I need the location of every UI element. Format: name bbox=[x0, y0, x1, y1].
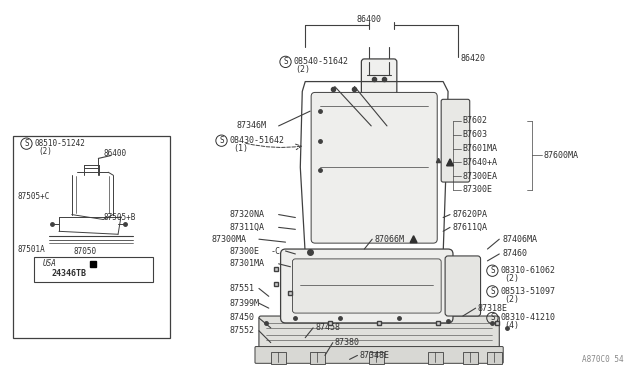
Text: 87348E: 87348E bbox=[360, 351, 389, 360]
Text: 08540-51642: 08540-51642 bbox=[293, 57, 348, 66]
Text: 87301MA: 87301MA bbox=[229, 259, 264, 268]
Text: (2): (2) bbox=[504, 274, 519, 283]
FancyBboxPatch shape bbox=[259, 316, 499, 350]
Text: 08430-51642: 08430-51642 bbox=[229, 136, 284, 145]
Text: 86400: 86400 bbox=[356, 15, 381, 24]
FancyBboxPatch shape bbox=[362, 59, 397, 94]
Text: 87380: 87380 bbox=[335, 338, 360, 347]
Text: 87406MA: 87406MA bbox=[502, 235, 537, 244]
Bar bbox=[13, 136, 170, 338]
Text: 87600MA: 87600MA bbox=[543, 151, 579, 160]
Text: 87300MA: 87300MA bbox=[212, 235, 246, 244]
Text: (4): (4) bbox=[504, 321, 519, 330]
Text: (2): (2) bbox=[504, 295, 519, 304]
Text: USA: USA bbox=[42, 259, 56, 268]
Text: B7602: B7602 bbox=[463, 116, 488, 125]
Text: S: S bbox=[219, 136, 224, 145]
FancyBboxPatch shape bbox=[292, 259, 441, 313]
Bar bbox=[271, 353, 285, 364]
Text: -C: -C bbox=[271, 247, 281, 256]
Text: 87620PA: 87620PA bbox=[453, 210, 488, 219]
Text: S: S bbox=[490, 266, 495, 275]
Bar bbox=[310, 353, 325, 364]
Text: 87458: 87458 bbox=[315, 323, 340, 332]
Text: 86400: 86400 bbox=[103, 149, 127, 158]
Text: S: S bbox=[490, 314, 495, 323]
FancyBboxPatch shape bbox=[441, 99, 470, 182]
Text: B7603: B7603 bbox=[463, 130, 488, 139]
Text: 87611QA: 87611QA bbox=[453, 223, 488, 232]
Text: 87450: 87450 bbox=[229, 314, 254, 323]
Polygon shape bbox=[410, 236, 417, 243]
Text: (2): (2) bbox=[38, 147, 52, 156]
FancyBboxPatch shape bbox=[280, 249, 453, 323]
FancyBboxPatch shape bbox=[255, 347, 503, 363]
Text: 87399M: 87399M bbox=[229, 299, 259, 308]
Text: 87320NA: 87320NA bbox=[229, 210, 264, 219]
Text: 87318E: 87318E bbox=[477, 304, 508, 312]
Bar bbox=[428, 353, 443, 364]
Text: S: S bbox=[490, 287, 495, 296]
Text: 87501A: 87501A bbox=[17, 244, 45, 254]
Polygon shape bbox=[447, 159, 454, 166]
Text: 87460: 87460 bbox=[502, 250, 527, 259]
Bar bbox=[369, 353, 384, 364]
Bar bbox=[35, 257, 152, 282]
Text: B7601MA: B7601MA bbox=[463, 144, 498, 153]
Text: 08510-51242: 08510-51242 bbox=[35, 139, 85, 148]
Text: 87505+B: 87505+B bbox=[103, 213, 136, 222]
Text: 87346M: 87346M bbox=[236, 121, 266, 131]
Text: A870C0 54: A870C0 54 bbox=[582, 355, 623, 364]
FancyBboxPatch shape bbox=[311, 92, 437, 243]
Text: 87300E: 87300E bbox=[229, 247, 259, 256]
Text: (1): (1) bbox=[234, 144, 248, 153]
Text: (2): (2) bbox=[296, 65, 310, 74]
Text: 87552: 87552 bbox=[229, 326, 254, 335]
Text: S: S bbox=[284, 57, 288, 66]
Text: 87300E: 87300E bbox=[463, 185, 493, 195]
Text: 87505+C: 87505+C bbox=[17, 192, 50, 201]
Text: 87050: 87050 bbox=[74, 247, 97, 256]
Text: 08513-51097: 08513-51097 bbox=[500, 287, 556, 296]
Text: 87311QA: 87311QA bbox=[229, 223, 264, 232]
Bar bbox=[463, 353, 477, 364]
Text: 87551: 87551 bbox=[229, 284, 254, 293]
Text: 08310-41210: 08310-41210 bbox=[500, 314, 556, 323]
Text: S: S bbox=[24, 139, 29, 148]
Text: B7640+A: B7640+A bbox=[463, 158, 498, 167]
Bar bbox=[488, 353, 502, 364]
Text: 86420: 86420 bbox=[461, 54, 486, 64]
Text: 24346TB: 24346TB bbox=[51, 269, 86, 278]
Text: 87300EA: 87300EA bbox=[463, 171, 498, 181]
Text: 87066M: 87066M bbox=[374, 235, 404, 244]
Text: 08310-61062: 08310-61062 bbox=[500, 266, 556, 275]
FancyBboxPatch shape bbox=[445, 256, 481, 316]
